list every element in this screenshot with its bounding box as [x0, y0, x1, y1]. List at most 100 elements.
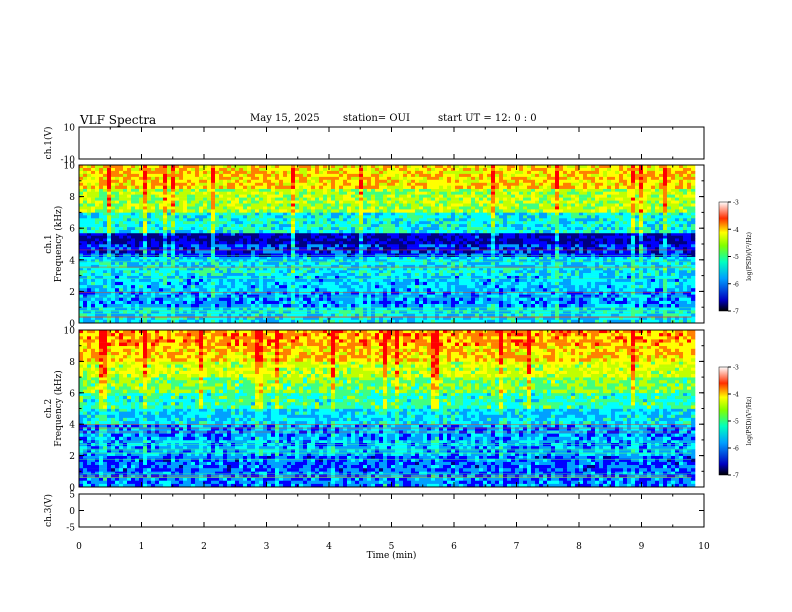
heatmap-cell	[203, 294, 208, 299]
heatmap-cell	[367, 165, 372, 169]
heatmap-cell	[443, 244, 448, 248]
heatmap-cell	[167, 235, 172, 239]
heatmap-cell	[79, 297, 84, 302]
heatmap-cell	[315, 310, 320, 314]
heatmap-cell	[79, 307, 84, 311]
heatmap-cell	[279, 173, 284, 178]
heatmap-cell	[227, 316, 232, 321]
heatmap-cell	[327, 194, 332, 198]
heatmap-cell	[395, 304, 400, 308]
heatmap-cell	[435, 304, 440, 308]
heatmap-cell	[211, 227, 216, 231]
heatmap-cell	[339, 165, 344, 169]
heatmap-cell	[271, 291, 276, 295]
heatmap-cell	[307, 278, 312, 283]
heatmap-cell	[399, 185, 404, 189]
heatmap-cell	[211, 256, 216, 260]
heatmap-cell	[195, 288, 200, 292]
heatmap-cell	[339, 227, 344, 231]
heatmap-cell	[299, 294, 304, 299]
heatmap-cell	[171, 200, 176, 204]
heatmap-cell	[331, 179, 336, 184]
heatmap-cell	[239, 200, 244, 204]
heatmap-cell	[223, 247, 228, 251]
heatmap-cell	[103, 316, 108, 321]
heatmap-cell	[427, 275, 432, 280]
heatmap-cell	[119, 206, 124, 210]
heatmap-cell	[411, 264, 416, 268]
heatmap-cell	[303, 197, 308, 201]
heatmap-cell	[211, 270, 216, 274]
heatmap-cell	[171, 230, 176, 234]
heatmap-cell	[399, 200, 404, 204]
heatmap-cell	[115, 281, 120, 286]
heatmap-cell	[139, 176, 144, 181]
heatmap-cell	[191, 316, 196, 321]
heatmap-cell	[383, 230, 388, 234]
heatmap-cell	[455, 304, 460, 308]
heatmap-cell	[251, 304, 256, 308]
heatmap-cell	[95, 250, 100, 254]
heatmap-cell	[315, 250, 320, 254]
heatmap-cell	[175, 250, 180, 254]
heatmap-cell	[347, 179, 352, 184]
heatmap-cell	[199, 273, 204, 276]
heatmap-cell	[419, 176, 424, 181]
heatmap-cell	[203, 297, 208, 302]
heatmap-cell	[223, 270, 228, 274]
heatmap-cell	[423, 285, 428, 289]
heatmap-cell	[307, 191, 312, 195]
heatmap-cell	[147, 182, 152, 187]
heatmap-cell	[311, 235, 316, 239]
heatmap-cell	[363, 206, 368, 210]
heatmap-cell	[451, 247, 456, 251]
heatmap-cell	[227, 238, 232, 242]
heatmap-cell	[255, 235, 260, 239]
heatmap-cell	[187, 176, 192, 181]
heatmap-cell	[419, 294, 424, 299]
heatmap-cell	[295, 294, 300, 299]
heatmap-cell	[455, 297, 460, 302]
heatmap-cell	[339, 262, 344, 266]
heatmap-cell	[275, 291, 280, 295]
heatmap-cell	[419, 288, 424, 292]
heatmap-cell	[347, 173, 352, 178]
heatmap-cell	[235, 297, 240, 302]
heatmap-cell	[243, 232, 248, 236]
heatmap-cell	[123, 224, 128, 228]
heatmap-cell	[103, 176, 108, 181]
heatmap-cell	[79, 294, 84, 299]
heatmap-cell	[367, 281, 372, 286]
heatmap-cell	[363, 165, 368, 169]
heatmap-cell	[295, 319, 300, 324]
heatmap-cell	[407, 259, 412, 263]
heatmap-cell	[111, 215, 116, 219]
heatmap-cell	[135, 185, 140, 189]
heatmap-cell	[327, 235, 332, 239]
heatmap-cell	[87, 176, 92, 181]
heatmap-cell	[171, 221, 176, 225]
heatmap-cell	[435, 165, 440, 169]
heatmap-cell	[439, 188, 444, 192]
heatmap-cell	[263, 294, 268, 299]
heatmap-cell	[135, 304, 140, 308]
heatmap-cell	[415, 250, 420, 254]
heatmap-cell	[243, 194, 248, 198]
heatmap-cell	[135, 215, 140, 219]
heatmap-cell	[451, 313, 456, 317]
heatmap-cell	[311, 218, 316, 222]
heatmap-cell	[215, 238, 220, 242]
heatmap-cell	[219, 235, 224, 239]
spec1-heatmap	[79, 165, 696, 324]
heatmap-cell	[131, 291, 136, 295]
heatmap-cell	[251, 224, 256, 228]
heatmap-cell	[155, 285, 160, 289]
heatmap-cell	[215, 253, 220, 257]
heatmap-cell	[171, 262, 176, 266]
heatmap-cell	[335, 250, 340, 254]
heatmap-cell	[303, 206, 308, 210]
heatmap-cell	[415, 227, 420, 231]
heatmap-cell	[379, 253, 384, 257]
heatmap-cell	[267, 256, 272, 260]
heatmap-cell	[287, 188, 292, 192]
